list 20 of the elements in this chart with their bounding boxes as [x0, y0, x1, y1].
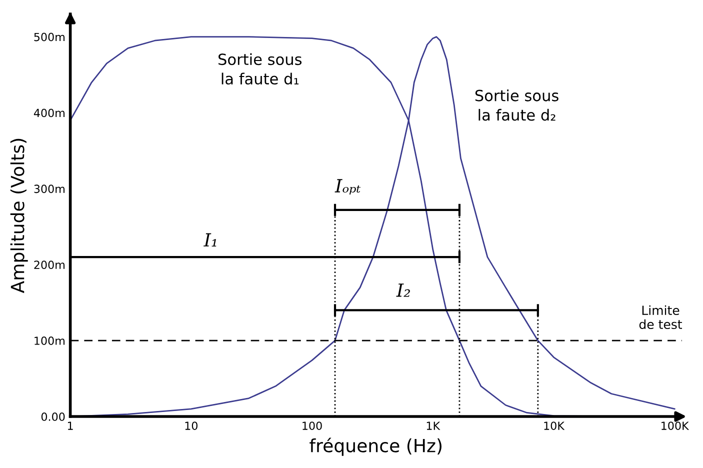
x-tick-label: 1K [426, 422, 440, 430]
x-axis-title: fréquence (Hz) [310, 438, 442, 456]
annotation: Sortie sous la faute d₂ [475, 90, 558, 121]
y-tick-label: 100m [34, 336, 64, 345]
x-tick-label: 1 [68, 422, 73, 430]
x-tick-label: 10 [185, 422, 198, 430]
y-tick-label: 500m [34, 32, 64, 42]
x-tick-label: 10K [544, 422, 565, 430]
annotation: I₁ [204, 233, 216, 246]
annotation: I₂ [396, 284, 410, 297]
y-tick-label: 400m [34, 108, 64, 118]
y-axis-title: Amplitude (Volts) [10, 138, 28, 294]
y-tick-label: 0.00 [41, 412, 65, 421]
x-tick-label: 100 [302, 422, 322, 430]
annotation: Iₒₚₜ [334, 179, 361, 194]
y-tick-label: 300m [34, 184, 64, 194]
y-tick-label: 200m [34, 260, 64, 270]
x-tick-label: 100K [662, 422, 690, 430]
ref-line-label: Limite de test [639, 305, 682, 330]
annotation: Sortie sous la faute d₁ [218, 53, 302, 85]
